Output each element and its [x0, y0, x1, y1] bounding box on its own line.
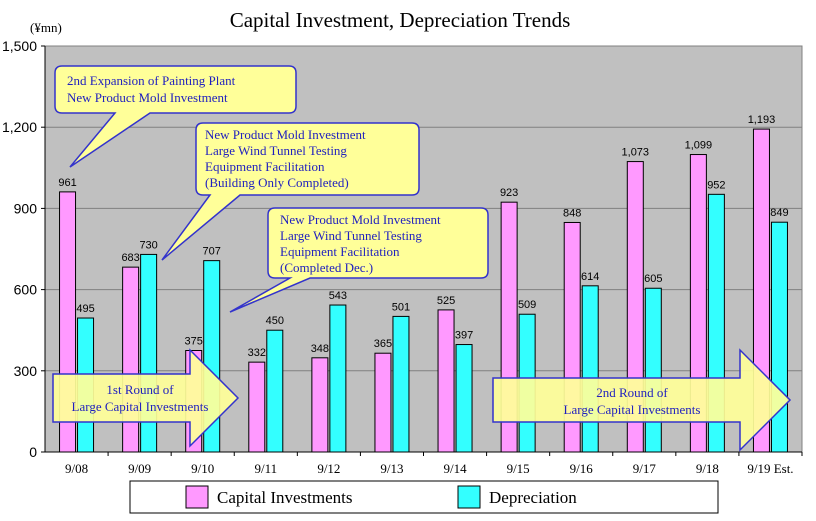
callout-2-line-1: New Product Mold Investment	[205, 127, 366, 142]
x-tick-label: 9/14	[443, 461, 467, 476]
chart-title: Capital Investment, Depreciation Trends	[230, 8, 571, 32]
legend-swatch-capital-investments	[185, 485, 209, 509]
bar-depreciation	[329, 304, 347, 453]
data-label-capital-investments: 1,073	[622, 147, 650, 159]
x-tick-label: 9/12	[317, 461, 340, 476]
bar-depreciation	[644, 287, 662, 453]
y-tick-label: 1,500	[2, 38, 37, 54]
arrow-2-shape	[492, 348, 792, 452]
data-label-depreciation: 450	[266, 315, 284, 327]
data-label-depreciation: 730	[139, 239, 157, 251]
arrow-1: 1st Round of Large Capital Investments	[52, 348, 240, 448]
callout-2-line-2: Large Wind Tunnel Testing	[205, 143, 347, 158]
data-label-depreciation: 605	[644, 273, 662, 285]
bar-depreciation	[455, 344, 473, 453]
y-unit-label: (¥mn)	[30, 20, 62, 35]
bar-depreciation	[770, 221, 788, 453]
callout-1-shape	[54, 65, 297, 168]
callout-2-line-3: Equipment Facilitation	[205, 159, 325, 174]
data-label-capital-investments: 365	[374, 338, 392, 350]
legend-swatch-depreciation	[457, 485, 481, 509]
x-tick-label: 9/10	[191, 461, 214, 476]
legend-box	[129, 480, 719, 514]
legend: Capital Investments Depreciation	[129, 480, 719, 514]
data-label-capital-investments: 1,193	[748, 114, 776, 126]
arrow-1-shape	[52, 348, 240, 448]
data-label-depreciation: 614	[581, 271, 599, 283]
x-tick-label: 9/17	[633, 461, 657, 476]
data-label-capital-investments: 332	[248, 347, 266, 359]
data-label-depreciation: 543	[329, 290, 347, 302]
data-label-depreciation: 509	[518, 299, 536, 311]
bar-depreciation	[392, 315, 410, 453]
data-label-depreciation: 849	[770, 207, 788, 219]
data-label-depreciation: 952	[707, 179, 725, 191]
callout-2-line-4: (Building Only Completed)	[205, 175, 349, 190]
bar-capital-investments	[311, 357, 329, 453]
data-label-depreciation: 707	[203, 246, 221, 258]
bar-depreciation	[266, 329, 284, 453]
callout-3-line-4: (Completed Dec.)	[280, 260, 373, 275]
y-tick-label: 900	[14, 200, 38, 216]
callout-1-line-2: New Product Mold Investment	[67, 90, 228, 105]
data-label-capital-investments: 375	[185, 336, 203, 348]
data-label-capital-investments: 961	[58, 177, 76, 189]
data-label-depreciation: 397	[455, 330, 473, 342]
x-tick-label: 9/13	[380, 461, 403, 476]
data-label-capital-investments: 1,099	[685, 140, 713, 152]
callout-2-shape	[161, 122, 420, 261]
x-tick-label: 9/16	[570, 461, 594, 476]
x-tick-label: 9/11	[254, 461, 277, 476]
x-tick-label: 9/15	[507, 461, 530, 476]
data-label-capital-investments: 683	[121, 252, 139, 264]
callout-3-shape	[229, 207, 489, 313]
x-tick-label: 9/09	[128, 461, 151, 476]
bar-capital-investments	[248, 361, 266, 453]
y-tick-label: 1,200	[2, 119, 37, 135]
callout-3: New Product Mold Investment Large Wind T…	[229, 207, 489, 313]
y-axis: 0 300 600 900 1,200 1,500	[2, 38, 46, 460]
data-label-capital-investments: 848	[563, 207, 581, 219]
x-tick-label: 9/08	[65, 461, 88, 476]
x-axis: 9/08 9/09 9/10 9/11 9/12 9/13 9/14 9/15 9/16 9/17…	[45, 451, 803, 476]
callout-2: New Product Mold Investment Large Wind T…	[161, 122, 420, 261]
bar-capital-investments	[437, 309, 455, 453]
arrow-2-line-2: Large Capital Investments	[564, 402, 701, 417]
y-tick-label: 0	[29, 444, 37, 460]
bar-capital-investments	[122, 266, 140, 453]
data-label-capital-investments: 348	[311, 343, 329, 355]
callout-1-line-1: 2nd Expansion of Painting Plant	[67, 73, 236, 88]
bar-depreciation	[581, 285, 599, 453]
callout-3-line-3: Equipment Facilitation	[280, 244, 400, 259]
legend-label-depreciation: Depreciation	[489, 488, 577, 507]
arrow-1-line-2: Large Capital Investments	[72, 399, 209, 414]
arrow-1-line-1: 1st Round of	[106, 382, 174, 397]
data-label-capital-investments: 525	[437, 295, 455, 307]
callout-3-line-2: Large Wind Tunnel Testing	[280, 228, 422, 243]
data-label-depreciation: 495	[76, 303, 94, 315]
bar-capital-investments	[374, 352, 392, 453]
legend-label-capital-investments: Capital Investments	[217, 488, 353, 507]
x-tick-label: 9/18	[696, 461, 719, 476]
data-label-depreciation: 501	[392, 301, 410, 313]
callout-1: 2nd Expansion of Painting Plant New Prod…	[54, 65, 297, 168]
callout-3-line-1: New Product Mold Investment	[280, 212, 441, 227]
y-tick-label: 600	[14, 282, 38, 298]
x-tick-label: 9/19 Est.	[747, 461, 793, 476]
data-label-capital-investments: 923	[500, 187, 518, 199]
y-tick-label: 300	[14, 363, 38, 379]
arrow-2: 2nd Round of Large Capital Investments	[492, 348, 792, 452]
arrow-2-line-1: 2nd Round of	[596, 385, 668, 400]
